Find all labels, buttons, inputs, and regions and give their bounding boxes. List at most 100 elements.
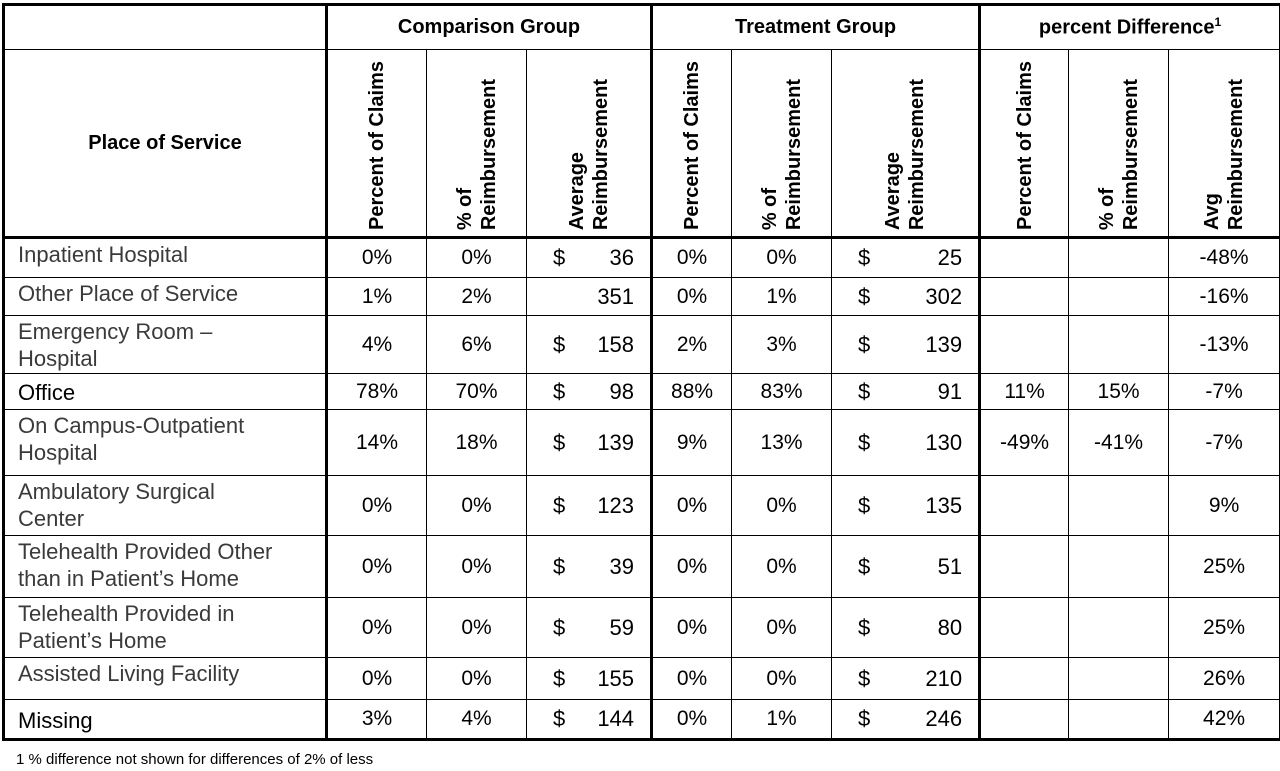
c-reimb-cell: 6% <box>426 315 527 374</box>
treatment-pct-of-reimbursement-label: % of Reimbursement <box>758 78 805 230</box>
currency-symbol: $ <box>858 378 871 404</box>
table-row: Missing 3% 4% $144 0% 1% $246 42% <box>2 699 1280 741</box>
currency-symbol: $ <box>858 331 871 357</box>
treatment-group-header: Treatment Group <box>651 3 982 50</box>
t-reimb-cell: 0% <box>731 237 833 278</box>
amount: 51 <box>937 553 963 579</box>
t-claims-cell: 0% <box>651 535 733 598</box>
treatment-group-label: Treatment Group <box>734 16 897 38</box>
c-avg-cell: $144 <box>525 699 654 741</box>
amount: 139 <box>925 331 963 357</box>
place-of-service-cell: Other Place of Service <box>2 277 328 316</box>
t-reimb-cell: 0% <box>731 597 833 658</box>
table-row: Inpatient Hospital 0% 0% $36 0% 0% $25 -48% <box>2 237 1280 278</box>
t-reimb-cell: 0% <box>731 475 833 536</box>
currency-symbol: $ <box>553 553 566 579</box>
t-avg-cell: $130 <box>831 409 982 476</box>
treatment-percent-of-claims-header: Percent of Claims <box>651 49 733 239</box>
comparison-group-label: Comparison Group <box>397 16 581 38</box>
d-reimb-cell: -41% <box>1068 409 1170 476</box>
c-claims-cell: 0% <box>326 535 427 598</box>
c-claims-cell: 0% <box>326 237 427 278</box>
c-avg-cell: $36 <box>525 237 654 278</box>
d-claims-cell <box>979 657 1070 700</box>
comparison-percent-of-claims-header: Percent of Claims <box>326 49 427 239</box>
group-header-row: Comparison Group Treatment Group percent… <box>2 3 1280 50</box>
currency-symbol: $ <box>858 614 871 640</box>
treatment-percent-of-claims-label: Percent of Claims <box>681 61 704 230</box>
table-body: Inpatient Hospital 0% 0% $36 0% 0% $25 -48% Othe… <box>2 237 1280 741</box>
footnote-marker: 1 <box>1214 15 1222 30</box>
c-reimb-cell: 0% <box>426 475 527 536</box>
d-avg-cell: 26% <box>1168 657 1280 700</box>
d-reimb-cell <box>1068 535 1170 598</box>
c-claims-cell: 78% <box>326 373 427 410</box>
treatment-avg-reimbursement-label: Average Reimbursement <box>882 78 929 230</box>
t-claims-cell: 0% <box>651 657 733 700</box>
d-avg-cell: -48% <box>1168 237 1280 278</box>
comparison-group-header: Comparison Group <box>325 3 654 50</box>
t-reimb-cell: 3% <box>731 315 833 374</box>
corner-cell <box>2 3 328 50</box>
c-reimb-cell: 0% <box>426 237 527 278</box>
c-avg-cell: $59 <box>525 597 654 658</box>
amount: 158 <box>597 331 635 357</box>
d-claims-cell <box>979 597 1070 658</box>
d-claims-cell: -49% <box>979 409 1070 476</box>
amount: 98 <box>609 378 635 404</box>
t-avg-cell: $139 <box>831 315 982 374</box>
footnote: 1 % difference not shown for differences… <box>16 751 374 768</box>
place-of-service-cell: Emergency Room – Hospital <box>2 315 328 374</box>
t-reimb-cell: 1% <box>731 699 833 741</box>
c-avg-cell: 351 <box>525 277 654 316</box>
c-reimb-cell: 2% <box>426 277 527 316</box>
t-claims-cell: 0% <box>651 597 733 658</box>
currency-symbol: $ <box>553 614 566 640</box>
c-claims-cell: 3% <box>326 699 427 741</box>
c-claims-cell: 0% <box>326 597 427 658</box>
amount: 246 <box>925 706 963 731</box>
d-claims-cell <box>979 535 1070 598</box>
t-claims-cell: 88% <box>651 373 733 410</box>
t-avg-cell: $210 <box>831 657 982 700</box>
d-claims-cell <box>979 237 1070 278</box>
column-header-row: Place of Service Percent of Claims % of R… <box>2 49 1280 239</box>
t-avg-cell: $246 <box>831 699 982 741</box>
d-avg-cell: -13% <box>1168 315 1280 374</box>
d-avg-cell: 25% <box>1168 535 1280 598</box>
t-reimb-cell: 0% <box>731 535 833 598</box>
place-of-service-table: Comparison Group Treatment Group percent… <box>2 3 1280 741</box>
c-avg-cell: $158 <box>525 315 654 374</box>
c-claims-cell: 1% <box>326 277 427 316</box>
d-claims-cell <box>979 315 1070 374</box>
c-claims-cell: 0% <box>326 475 427 536</box>
currency-symbol: $ <box>553 245 566 270</box>
t-claims-cell: 0% <box>651 237 733 278</box>
amount: 130 <box>925 429 963 455</box>
amount: 139 <box>597 429 635 455</box>
d-reimb-cell <box>1068 237 1170 278</box>
currency-symbol: $ <box>553 665 566 691</box>
c-claims-cell: 0% <box>326 657 427 700</box>
d-reimb-cell <box>1068 699 1170 741</box>
table-row: Office 78% 70% $98 88% 83% $91 11% 15% -7% <box>2 373 1280 410</box>
table-row: On Campus-Outpatient Hospital 14% 18% $139 9… <box>2 409 1280 476</box>
c-avg-cell: $139 <box>525 409 654 476</box>
d-avg-cell: -7% <box>1168 373 1280 410</box>
amount: 59 <box>609 614 635 640</box>
d-claims-cell <box>979 475 1070 536</box>
amount: 351 <box>597 283 635 309</box>
table-row: Assisted Living Facility 0% 0% $155 0% 0% $210… <box>2 657 1280 700</box>
place-of-service-header-label: Place of Service <box>88 131 242 154</box>
c-avg-cell: $98 <box>525 373 654 410</box>
currency-symbol: $ <box>553 429 566 455</box>
c-reimb-cell: 4% <box>426 699 527 741</box>
amount: 123 <box>597 492 635 518</box>
d-avg-cell: 9% <box>1168 475 1280 536</box>
d-claims-cell: 11% <box>979 373 1070 410</box>
d-reimb-cell <box>1068 475 1170 536</box>
difference-percent-of-claims-label: Percent of Claims <box>1013 61 1036 230</box>
d-reimb-cell <box>1068 597 1170 658</box>
treatment-avg-reimbursement-header: Average Reimbursement <box>831 49 982 239</box>
c-reimb-cell: 0% <box>426 657 527 700</box>
